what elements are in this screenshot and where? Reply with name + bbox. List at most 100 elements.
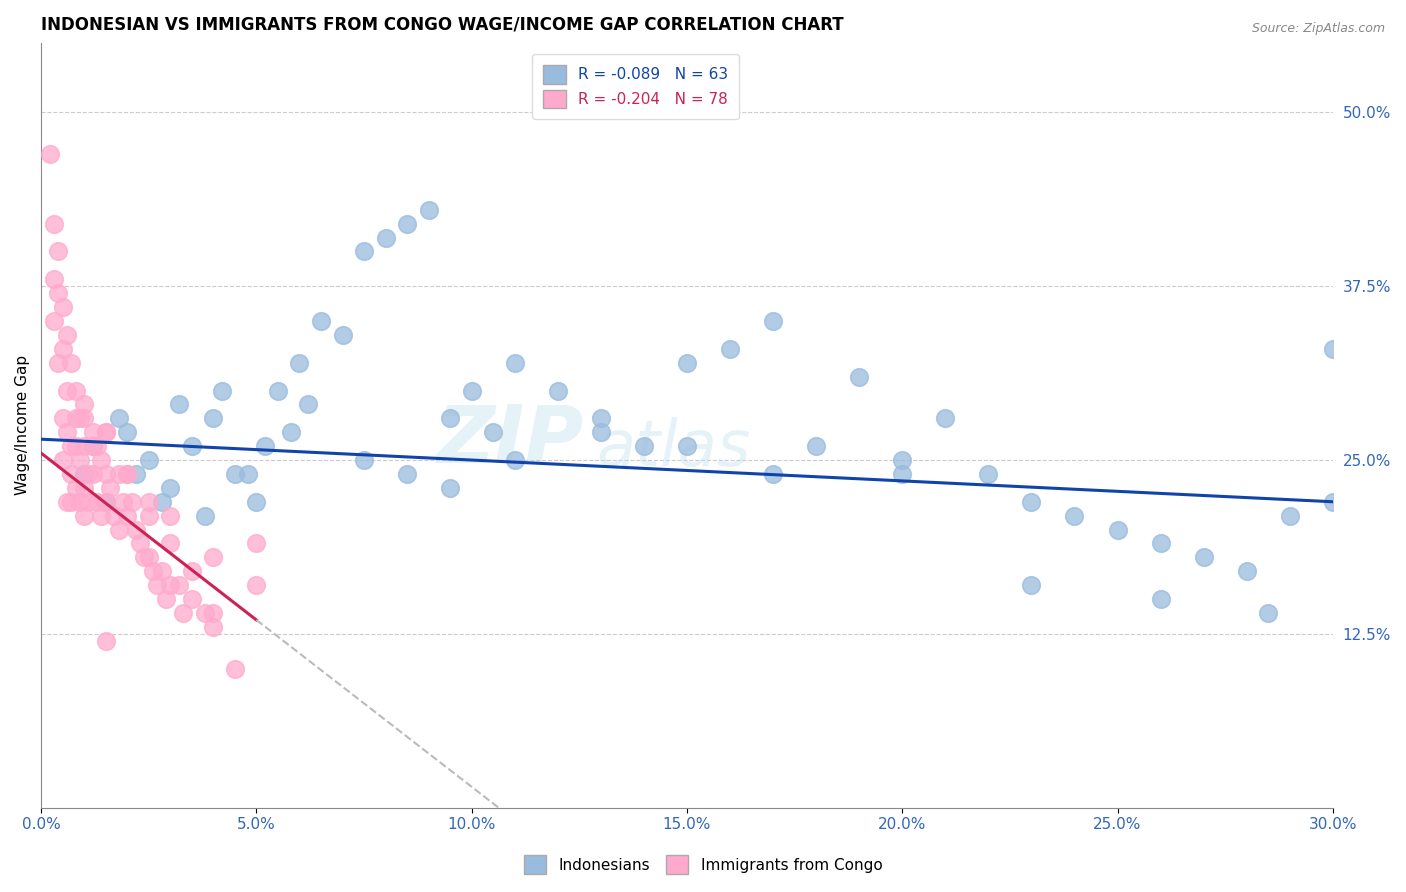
Point (103, 508, 125, 523)
Point (1257, 606, 1279, 620)
Point (138, 550, 160, 565)
Point (353, 453, 375, 467)
Point (934, 411, 956, 425)
Point (146, 578, 169, 592)
Point (482, 425, 505, 440)
Point (77, 467, 100, 481)
Point (42, 314, 65, 328)
Point (1149, 536, 1171, 550)
Point (115, 467, 138, 481)
Point (1107, 523, 1129, 537)
Point (547, 384, 569, 398)
Point (202, 550, 225, 565)
Point (1322, 342, 1344, 356)
Point (98, 481, 121, 495)
Point (1322, 495, 1344, 509)
Point (159, 481, 181, 495)
Point (224, 662, 246, 676)
Point (46, 244, 69, 259)
Point (439, 411, 461, 425)
Point (280, 425, 302, 440)
Point (46, 356, 69, 370)
Point (718, 342, 741, 356)
Point (172, 606, 194, 620)
Point (52, 300, 75, 314)
Point (111, 495, 134, 509)
Point (60, 356, 83, 370)
Point (503, 356, 526, 370)
Point (73, 397, 96, 411)
Point (65, 481, 87, 495)
Point (159, 578, 181, 592)
Point (65, 411, 87, 425)
Point (42, 272, 65, 286)
Point (52, 411, 75, 425)
Point (253, 439, 276, 453)
Point (142, 564, 165, 578)
Point (56, 495, 79, 509)
Point (138, 453, 160, 467)
Point (589, 411, 612, 425)
Point (460, 384, 482, 398)
Point (676, 439, 699, 453)
Point (73, 481, 96, 495)
Point (107, 523, 129, 537)
Point (125, 523, 148, 537)
Text: INDONESIAN VS IMMIGRANTS FROM CONGO WAGE/INCOME GAP CORRELATION CHART: INDONESIAN VS IMMIGRANTS FROM CONGO WAGE… (41, 15, 844, 33)
Point (82, 425, 104, 440)
Point (129, 536, 152, 550)
Point (180, 439, 202, 453)
Point (1236, 564, 1258, 578)
Point (1192, 550, 1215, 565)
Point (73, 439, 96, 453)
Text: Source: ZipAtlas.com: Source: ZipAtlas.com (1251, 22, 1385, 36)
Point (94, 467, 117, 481)
Point (676, 356, 699, 370)
Point (396, 467, 419, 481)
Point (115, 467, 138, 481)
Point (90, 508, 112, 523)
Point (56, 384, 79, 398)
Point (211, 384, 233, 398)
Point (297, 397, 319, 411)
Point (418, 202, 440, 217)
Point (167, 578, 190, 592)
Point (1278, 508, 1301, 523)
Point (52, 453, 75, 467)
Point (125, 467, 148, 481)
Point (94, 633, 117, 648)
Point (194, 508, 217, 523)
Point (94, 495, 117, 509)
Point (180, 564, 202, 578)
Point (56, 425, 79, 440)
Point (439, 481, 461, 495)
Point (1021, 578, 1043, 592)
Point (202, 606, 225, 620)
Point (1021, 495, 1043, 509)
Point (374, 230, 396, 244)
Point (38, 147, 60, 161)
Point (288, 356, 311, 370)
Point (155, 592, 177, 607)
Point (245, 536, 267, 550)
Point (65, 384, 87, 398)
Point (82, 467, 104, 481)
Point (159, 536, 181, 550)
Point (245, 495, 267, 509)
Point (1149, 592, 1171, 607)
Point (77, 495, 100, 509)
Point (73, 411, 96, 425)
Point (332, 327, 354, 342)
Point (60, 495, 83, 509)
Point (138, 508, 160, 523)
Point (202, 411, 225, 425)
Point (180, 592, 202, 607)
Point (73, 508, 96, 523)
Point (65, 439, 87, 453)
Point (86, 439, 108, 453)
Point (121, 495, 143, 509)
Point (82, 439, 104, 453)
Point (202, 620, 225, 634)
Point (115, 425, 138, 440)
Point (86, 495, 108, 509)
